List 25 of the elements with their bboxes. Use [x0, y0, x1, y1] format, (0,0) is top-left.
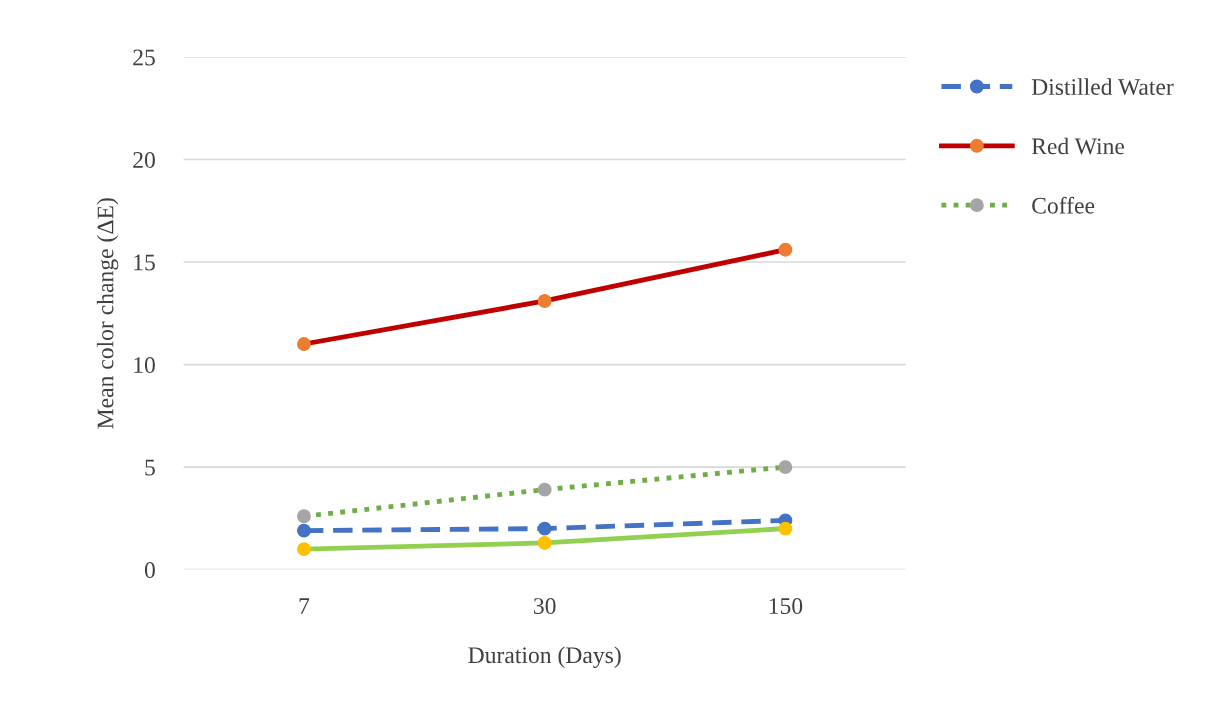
point: [537, 535, 552, 550]
point: [297, 542, 311, 557]
x-axis-title: Duration (Days): [468, 646, 621, 669]
point: [537, 294, 552, 308]
point: [778, 521, 793, 536]
point: [537, 482, 552, 497]
point: [297, 523, 311, 538]
y-tick-label: 5: [145, 459, 155, 476]
x-tick-label: 30: [534, 598, 556, 614]
legend-label: Coffee: [1032, 196, 1095, 214]
y-tick-label: 25: [133, 49, 155, 66]
legend-label: Red Wine: [1031, 137, 1125, 155]
point: [297, 337, 311, 351]
point: [778, 460, 793, 475]
y-axis-title: Mean color change (ΔE): [96, 198, 119, 429]
x-tick-label: 7: [299, 598, 310, 614]
y-tick-label: 15: [134, 254, 155, 271]
y-tick-label: 0: [144, 562, 155, 579]
y-tick-label: 20: [133, 151, 155, 168]
point: [297, 509, 311, 524]
point: [537, 521, 552, 536]
x-tick-label: 150: [769, 598, 803, 614]
legend-label: Distilled Water: [1031, 78, 1174, 96]
y-tick-label: 10: [134, 357, 155, 373]
point: [778, 242, 793, 257]
